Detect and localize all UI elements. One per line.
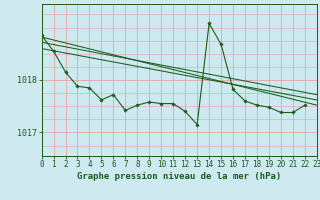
X-axis label: Graphe pression niveau de la mer (hPa): Graphe pression niveau de la mer (hPa): [77, 172, 281, 181]
